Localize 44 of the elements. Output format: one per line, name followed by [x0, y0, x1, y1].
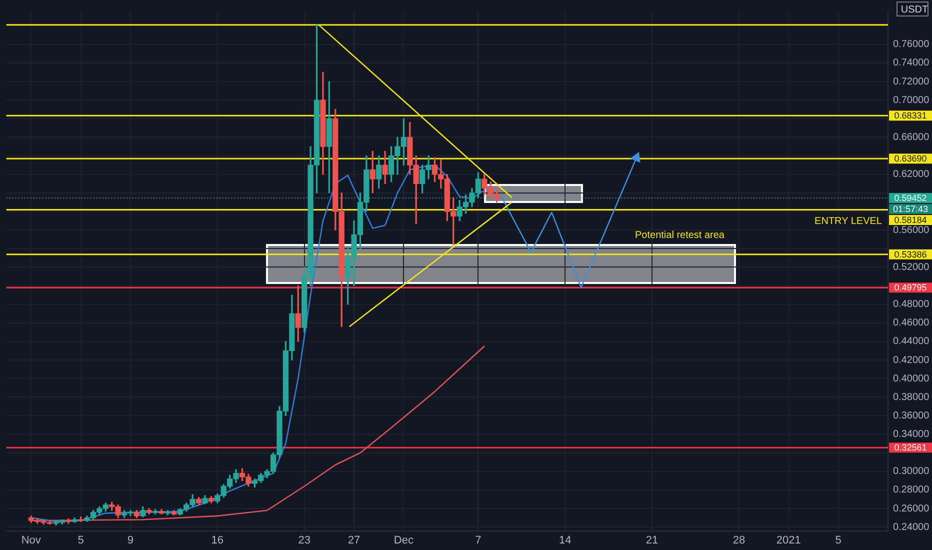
y-tick-label: 0.74000 [893, 58, 930, 69]
x-tick-label: 5 [78, 534, 84, 546]
ref-line-label: 0.63690 [894, 154, 927, 164]
y-tick-label: 0.38000 [893, 392, 930, 403]
y-tick-label: 0.48000 [893, 299, 930, 310]
ref-line-label: 0.59452 [894, 193, 927, 203]
y-tick-label: 0.36000 [893, 410, 930, 422]
x-tick-label: 7 [475, 534, 482, 546]
text: 01:57:43 [892, 204, 928, 214]
ref-line-label: 0.32561 [894, 442, 927, 453]
x-tick-label: 28 [732, 534, 746, 546]
text: USDT [900, 4, 928, 16]
ref-line-label: 0.58184 [894, 215, 927, 225]
x-tick-label: 9 [127, 534, 134, 546]
y-tick-label: 0.76000 [893, 39, 930, 50]
annotation: ENTRY LEVEL [814, 216, 882, 227]
y-tick-label: 0.56000 [893, 224, 930, 236]
y-tick-label: 0.30000 [893, 466, 930, 478]
y-tick-label: 0.26000 [893, 503, 930, 514]
x-tick-label: 27 [348, 534, 360, 546]
x-tick-label: 16 [211, 534, 224, 546]
ref-line-label: 0.53386 [894, 249, 927, 260]
annotation: Potential retest area [635, 230, 725, 241]
y-tick-label: 0.34000 [893, 429, 930, 440]
ref-line-label: 0.49795 [894, 282, 927, 293]
ref-line-label: 0.68331 [894, 110, 927, 121]
y-tick-label: 0.72000 [893, 76, 930, 88]
x-tick-label: Dec [394, 534, 414, 546]
x-tick-label: Nov [21, 534, 42, 546]
y-tick-label: 0.40000 [893, 373, 930, 384]
x-tick-label: 5 [835, 534, 842, 546]
y-tick-label: 0.42000 [893, 354, 930, 366]
y-tick-label: 0.28000 [893, 484, 930, 496]
y-tick-label: 0.66000 [893, 132, 930, 143]
y-tick-label: 0.46000 [893, 318, 930, 329]
y-tick-label: 0.62000 [893, 169, 930, 180]
x-tick-label: 23 [298, 534, 310, 546]
x-tick-label: 21 [646, 534, 658, 546]
y-tick-label: 0.70000 [893, 94, 930, 106]
y-tick-label: 0.44000 [893, 336, 930, 348]
y-tick-label: 0.24000 [893, 522, 930, 533]
x-tick-label: 2021 [776, 534, 801, 546]
y-tick-label: 0.52000 [893, 262, 930, 273]
x-tick-label: 14 [559, 534, 572, 546]
